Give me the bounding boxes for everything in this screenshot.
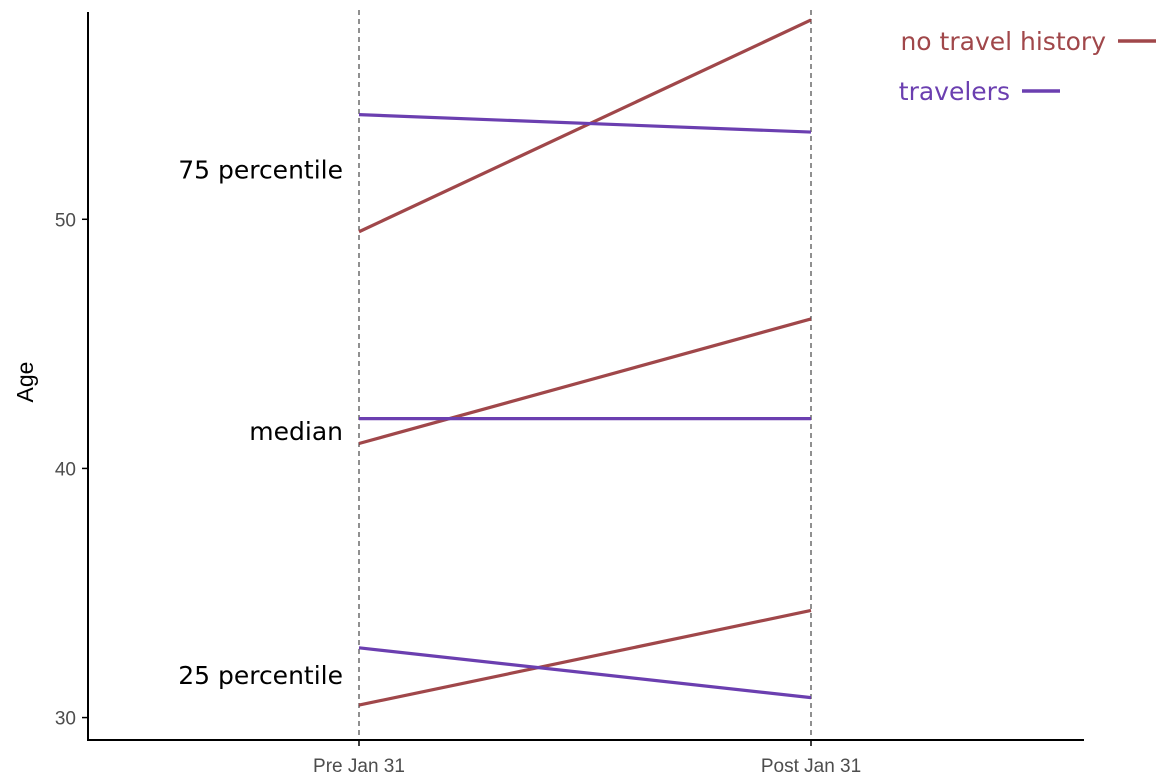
annotation-0: 75 percentile [178,155,343,184]
annotation-2: 25 percentile [178,661,343,690]
x-axis-ticks: Pre Jan 31 Post Jan 31 [313,740,861,777]
series-1-line-0 [358,113,812,134]
series-0-line-2 [358,608,812,707]
legend: no travel history travelers [899,27,1156,106]
x-tick-label-0: Pre Jan 31 [313,756,405,777]
x-tick-label-1: Post Jan 31 [761,756,861,777]
reference-lines [358,10,812,740]
y-axis-ticks: 30 40 50 [55,210,88,730]
legend-label-1: travelers [899,77,1010,106]
series-lines [358,18,812,707]
y-tick-label-1: 40 [55,459,76,480]
series-0-line-1 [358,317,812,446]
y-tick-label-2: 50 [55,210,76,231]
series-1-line-2 [358,646,812,700]
y-tick-label-0: 30 [55,709,76,730]
annotation-1: median [249,417,343,446]
y-axis-title: Age [12,362,38,403]
series-0-line-0 [358,18,812,234]
legend-label-0: no travel history [900,27,1106,56]
annotations: 75 percentile median 25 percentile [178,155,343,690]
